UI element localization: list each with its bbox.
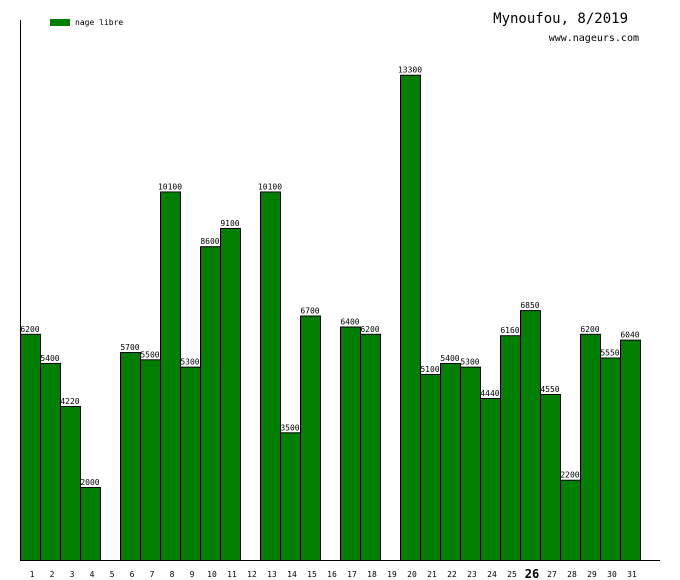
bar-day-25 — [500, 335, 521, 562]
x-tick-label-13: 13 — [267, 570, 277, 579]
x-tick-label-16: 16 — [327, 570, 337, 579]
x-tick-label-25: 25 — [507, 570, 517, 579]
x-tick-label-26: 26 — [525, 567, 539, 580]
bar-value-label-29: 6200 — [580, 325, 599, 334]
x-tick-label-31: 31 — [627, 570, 637, 579]
bar-day-4 — [80, 487, 101, 562]
bar-day-6 — [120, 352, 141, 562]
bar-day-3 — [60, 406, 81, 562]
x-tick-label-20: 20 — [407, 570, 417, 579]
bar-value-label-26: 6850 — [520, 301, 539, 310]
bar-value-label-21: 5100 — [420, 365, 439, 374]
bar-day-13 — [260, 191, 281, 561]
bar-value-label-4: 2000 — [80, 478, 99, 487]
bar-value-label-10: 8600 — [200, 237, 219, 246]
bar-value-label-7: 5500 — [140, 350, 159, 359]
bar-value-label-25: 6160 — [500, 326, 519, 335]
x-tick-label-9: 9 — [190, 570, 195, 579]
bar-value-label-17: 6400 — [340, 317, 359, 326]
x-tick-label-7: 7 — [150, 570, 155, 579]
chart-subtitle: www.nageurs.com — [549, 33, 639, 44]
x-tick-label-23: 23 — [467, 570, 477, 579]
x-tick-label-21: 21 — [427, 570, 437, 579]
bar-day-30 — [600, 357, 621, 561]
x-tick-label-6: 6 — [130, 570, 135, 579]
bar-day-17 — [340, 326, 361, 561]
bar-day-27 — [540, 393, 561, 561]
bar-day-10 — [200, 246, 221, 561]
x-tick-label-19: 19 — [387, 570, 397, 579]
legend-swatch — [50, 19, 70, 26]
bar-value-label-6: 5700 — [120, 343, 139, 352]
bar-day-23 — [460, 366, 481, 561]
bar-day-7 — [140, 359, 161, 561]
x-tick-label-30: 30 — [607, 570, 617, 579]
x-tick-label-3: 3 — [70, 570, 75, 579]
bars-layer — [20, 74, 641, 562]
bar-day-24 — [480, 398, 501, 561]
x-tick-label-11: 11 — [227, 570, 237, 579]
x-tick-label-8: 8 — [170, 570, 175, 579]
bar-day-18 — [360, 333, 381, 561]
bar-day-29 — [580, 333, 601, 561]
bar-value-label-15: 6700 — [300, 307, 319, 316]
bar-day-9 — [180, 366, 201, 561]
bar-value-label-23: 5300 — [460, 358, 479, 367]
bar-day-1 — [20, 333, 41, 561]
bar-value-label-24: 4440 — [480, 389, 499, 398]
bar-value-label-13: 10100 — [258, 182, 282, 191]
bar-day-20 — [400, 74, 421, 561]
x-tick-label-28: 28 — [567, 570, 577, 579]
x-tick-labels-layer: 1 2 3 4 5 6 7 8 9 10 11 12 13 14 15 16 17 18 19 20 21 22 23 24 2… — [30, 567, 637, 580]
bar-value-label-14: 3500 — [280, 423, 299, 432]
bar-value-label-2: 5400 — [40, 354, 59, 363]
bar-value-label-1: 6200 — [20, 325, 39, 334]
bar-day-28 — [560, 479, 581, 562]
x-tick-label-12: 12 — [247, 570, 257, 579]
bar-value-label-9: 5300 — [180, 358, 199, 367]
bar-day-26 — [520, 310, 541, 561]
x-tick-label-24: 24 — [487, 570, 497, 579]
x-tick-label-4: 4 — [90, 570, 95, 579]
bar-value-label-27: 4550 — [540, 385, 559, 394]
bar-value-label-11: 9100 — [220, 219, 239, 228]
bar-value-label-28: 2200 — [560, 471, 579, 480]
bar-day-8 — [160, 191, 181, 561]
bar-value-label-22: 5400 — [440, 354, 459, 363]
bar-value-label-8: 10100 — [158, 182, 182, 191]
bar-value-label-20: 13300 — [398, 66, 422, 75]
bar-day-11 — [220, 227, 241, 562]
chart-title: Mynoufou, 8/2019 — [493, 11, 628, 27]
x-tick-label-15: 15 — [307, 570, 317, 579]
x-tick-label-14: 14 — [287, 570, 297, 579]
x-tick-label-22: 22 — [447, 570, 457, 579]
x-tick-label-1: 1 — [30, 570, 35, 579]
bar-day-22 — [440, 362, 461, 561]
bar-day-15 — [300, 315, 321, 561]
legend-label: nage libre — [75, 18, 123, 27]
x-tick-label-29: 29 — [587, 570, 597, 579]
x-tick-label-5: 5 — [110, 570, 115, 579]
bar-day-21 — [420, 373, 441, 561]
bar-value-label-31: 6040 — [620, 331, 639, 340]
x-tick-label-10: 10 — [207, 570, 217, 579]
x-tick-label-18: 18 — [367, 570, 377, 579]
x-tick-label-27: 27 — [547, 570, 557, 579]
bar-day-31 — [620, 339, 641, 561]
bar-day-14 — [280, 432, 301, 562]
x-tick-label-17: 17 — [347, 570, 357, 579]
x-tick-label-2: 2 — [50, 570, 55, 579]
bar-value-label-30: 5550 — [600, 349, 619, 358]
bar-value-label-3: 4220 — [60, 397, 79, 406]
bar-value-label-18: 6200 — [360, 325, 379, 334]
bar-day-2 — [40, 362, 61, 561]
